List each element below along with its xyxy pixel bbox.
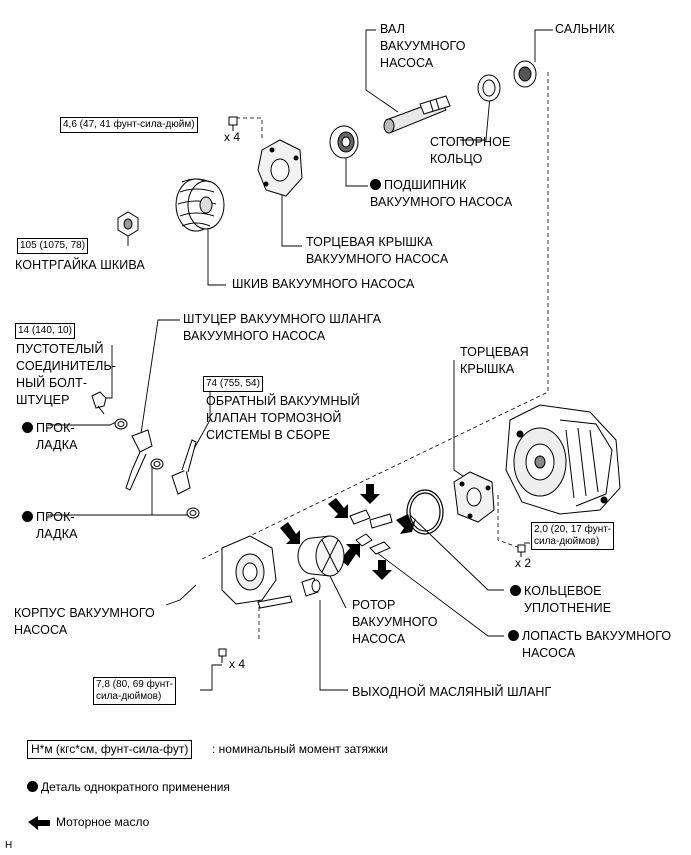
- rear-end-cover: [453, 471, 495, 523]
- pump-housing-part: [221, 535, 293, 609]
- legend-torque-box: Н*м (кгс*см, фунт-сила-фут): [27, 740, 193, 759]
- label-oil-seal: САЛЬНИК: [555, 22, 615, 36]
- non-reusable-dot-icon: [508, 630, 519, 641]
- pump-end-cover: [257, 139, 303, 197]
- label-check-valve: ОБРАТНЫЙ ВАКУУМНЫЙ КЛАПАН ТОРМОЗНОЙ СИСТ…: [206, 394, 360, 442]
- qty-rear-bolts: x 2: [515, 556, 532, 570]
- label-gasket-1-text: ПРОК- ЛАДКА: [36, 421, 78, 452]
- non-reusable-dot-icon: [27, 781, 38, 792]
- qty-housing-bolts: x 4: [229, 657, 246, 671]
- union-bolt: [91, 391, 107, 415]
- non-reusable-dot-icon: [22, 511, 33, 522]
- oil-hose-part: [301, 577, 321, 597]
- housing-bolt: [218, 648, 227, 663]
- pump-pulley: [175, 178, 225, 232]
- torque-end-cover-bolts: 4,6 (47, 41 фунт-сила-дюйм): [60, 117, 198, 133]
- label-pulley-nut: КОНТРГАЙКА ШКИВА: [15, 258, 145, 272]
- torque-rear-bolts: 2,0 (20, 17 фунт- сила-дюймов): [531, 522, 615, 550]
- vacuum-pump-shaft: [383, 95, 451, 134]
- corner-mark: H: [5, 840, 13, 851]
- assembly-dashed-lines: [199, 72, 549, 640]
- engine-oil-arrows: [280, 484, 416, 580]
- o-ring-part: [406, 489, 444, 535]
- torque-pulley-nut: 105 (1075, 78): [17, 238, 89, 254]
- label-hose-union: ШТУЦЕР ВАКУУМНОГО ШЛАНГА ВАКУУМНОГО НАСО…: [183, 312, 382, 343]
- snap-ring: [477, 74, 501, 102]
- torque-union-bolt: 14 (140, 10): [15, 323, 75, 339]
- rear-bolt: [517, 544, 526, 557]
- gasket-upper: [114, 418, 128, 430]
- hose-union-part: [125, 429, 153, 491]
- label-pump-bearing: ПОДШИПНИК ВАКУУМНОГО НАСОСА: [370, 177, 512, 211]
- pump-bearing: [329, 125, 359, 159]
- legend-engine-oil: Моторное масло: [56, 815, 150, 829]
- label-gasket-2: ПРОК- ЛАДКА: [22, 509, 78, 543]
- label-snap-ring: СТОПОРНОЕ КОЛЬЦО: [430, 135, 511, 166]
- label-o-ring-text: КОЛЬЦЕВОЕ УПЛОТНЕНИЕ: [524, 584, 612, 615]
- label-pump-bearing-text: ПОДШИПНИК ВАКУУМНОГО НАСОСА: [370, 178, 513, 209]
- legend-non-reusable: Деталь однократного применения: [27, 780, 230, 795]
- label-pump-blade-text: ЛОПАСТЬ ВАКУУМНОГО НАСОСА: [522, 629, 672, 660]
- non-reusable-dot-icon: [510, 585, 521, 596]
- label-pump-blade: ЛОПАСТЬ ВАКУУМНОГО НАСОСА: [508, 628, 671, 662]
- end-cover-bolt: [228, 116, 238, 131]
- non-reusable-dot-icon: [22, 422, 33, 433]
- pulley-nut: [117, 211, 139, 237]
- legend-torque-desc: : номинальный момент затяжки: [212, 742, 388, 756]
- label-union-bolt: ПУСТОТЕЛЫЙ СОЕДИНИТЕЛЬ- НЫЙ БОЛТ- ШТУЦЕР: [16, 342, 117, 407]
- label-pump-housing: КОРПУС ВАКУУМНОГО НАСОСА: [14, 606, 155, 637]
- label-oil-hose: ВЫХОДНОЙ МАСЛЯНЫЙ ШЛАНГ: [352, 685, 552, 699]
- gasket-lower-1: [150, 458, 164, 470]
- check-valve-part: [171, 439, 197, 495]
- torque-housing-bolts: 7,8 (80, 69 фунт- сила-дюймов): [93, 677, 177, 705]
- pump-rotor-part: [297, 535, 345, 577]
- legend-non-reusable-text: Деталь однократного применения: [41, 780, 230, 794]
- gasket-lower-2: [186, 507, 200, 519]
- qty-end-cover-bolts: x 4: [224, 130, 241, 144]
- label-vacuum-shaft: ВАЛ ВАКУУМНОГО НАСОСА: [380, 22, 466, 70]
- label-gasket-1: ПРОК- ЛАДКА: [22, 420, 78, 454]
- label-pump-rotor: РОТОР ВАКУУМНОГО НАСОСА: [352, 598, 438, 646]
- torque-check-valve: 74 (755, 54): [203, 376, 263, 392]
- label-end-cover: ТОРЦЕВАЯ КРЫШКА: [460, 345, 529, 376]
- label-pump-pulley: ШКИВ ВАКУУМНОГО НАСОСА: [232, 277, 415, 291]
- oil-seal: [513, 60, 537, 88]
- non-reusable-dot-icon: [370, 179, 381, 190]
- label-o-ring: КОЛЬЦЕВОЕ УПЛОТНЕНИЕ: [510, 583, 611, 617]
- label-end-cover-pump: ТОРЦЕВАЯ КРЫШКА ВАКУУМНОГО НАСОСА: [306, 235, 449, 266]
- legend-arrow-icon: [28, 816, 50, 830]
- label-gasket-2-text: ПРОК- ЛАДКА: [36, 510, 78, 541]
- alternator-body: [505, 404, 621, 515]
